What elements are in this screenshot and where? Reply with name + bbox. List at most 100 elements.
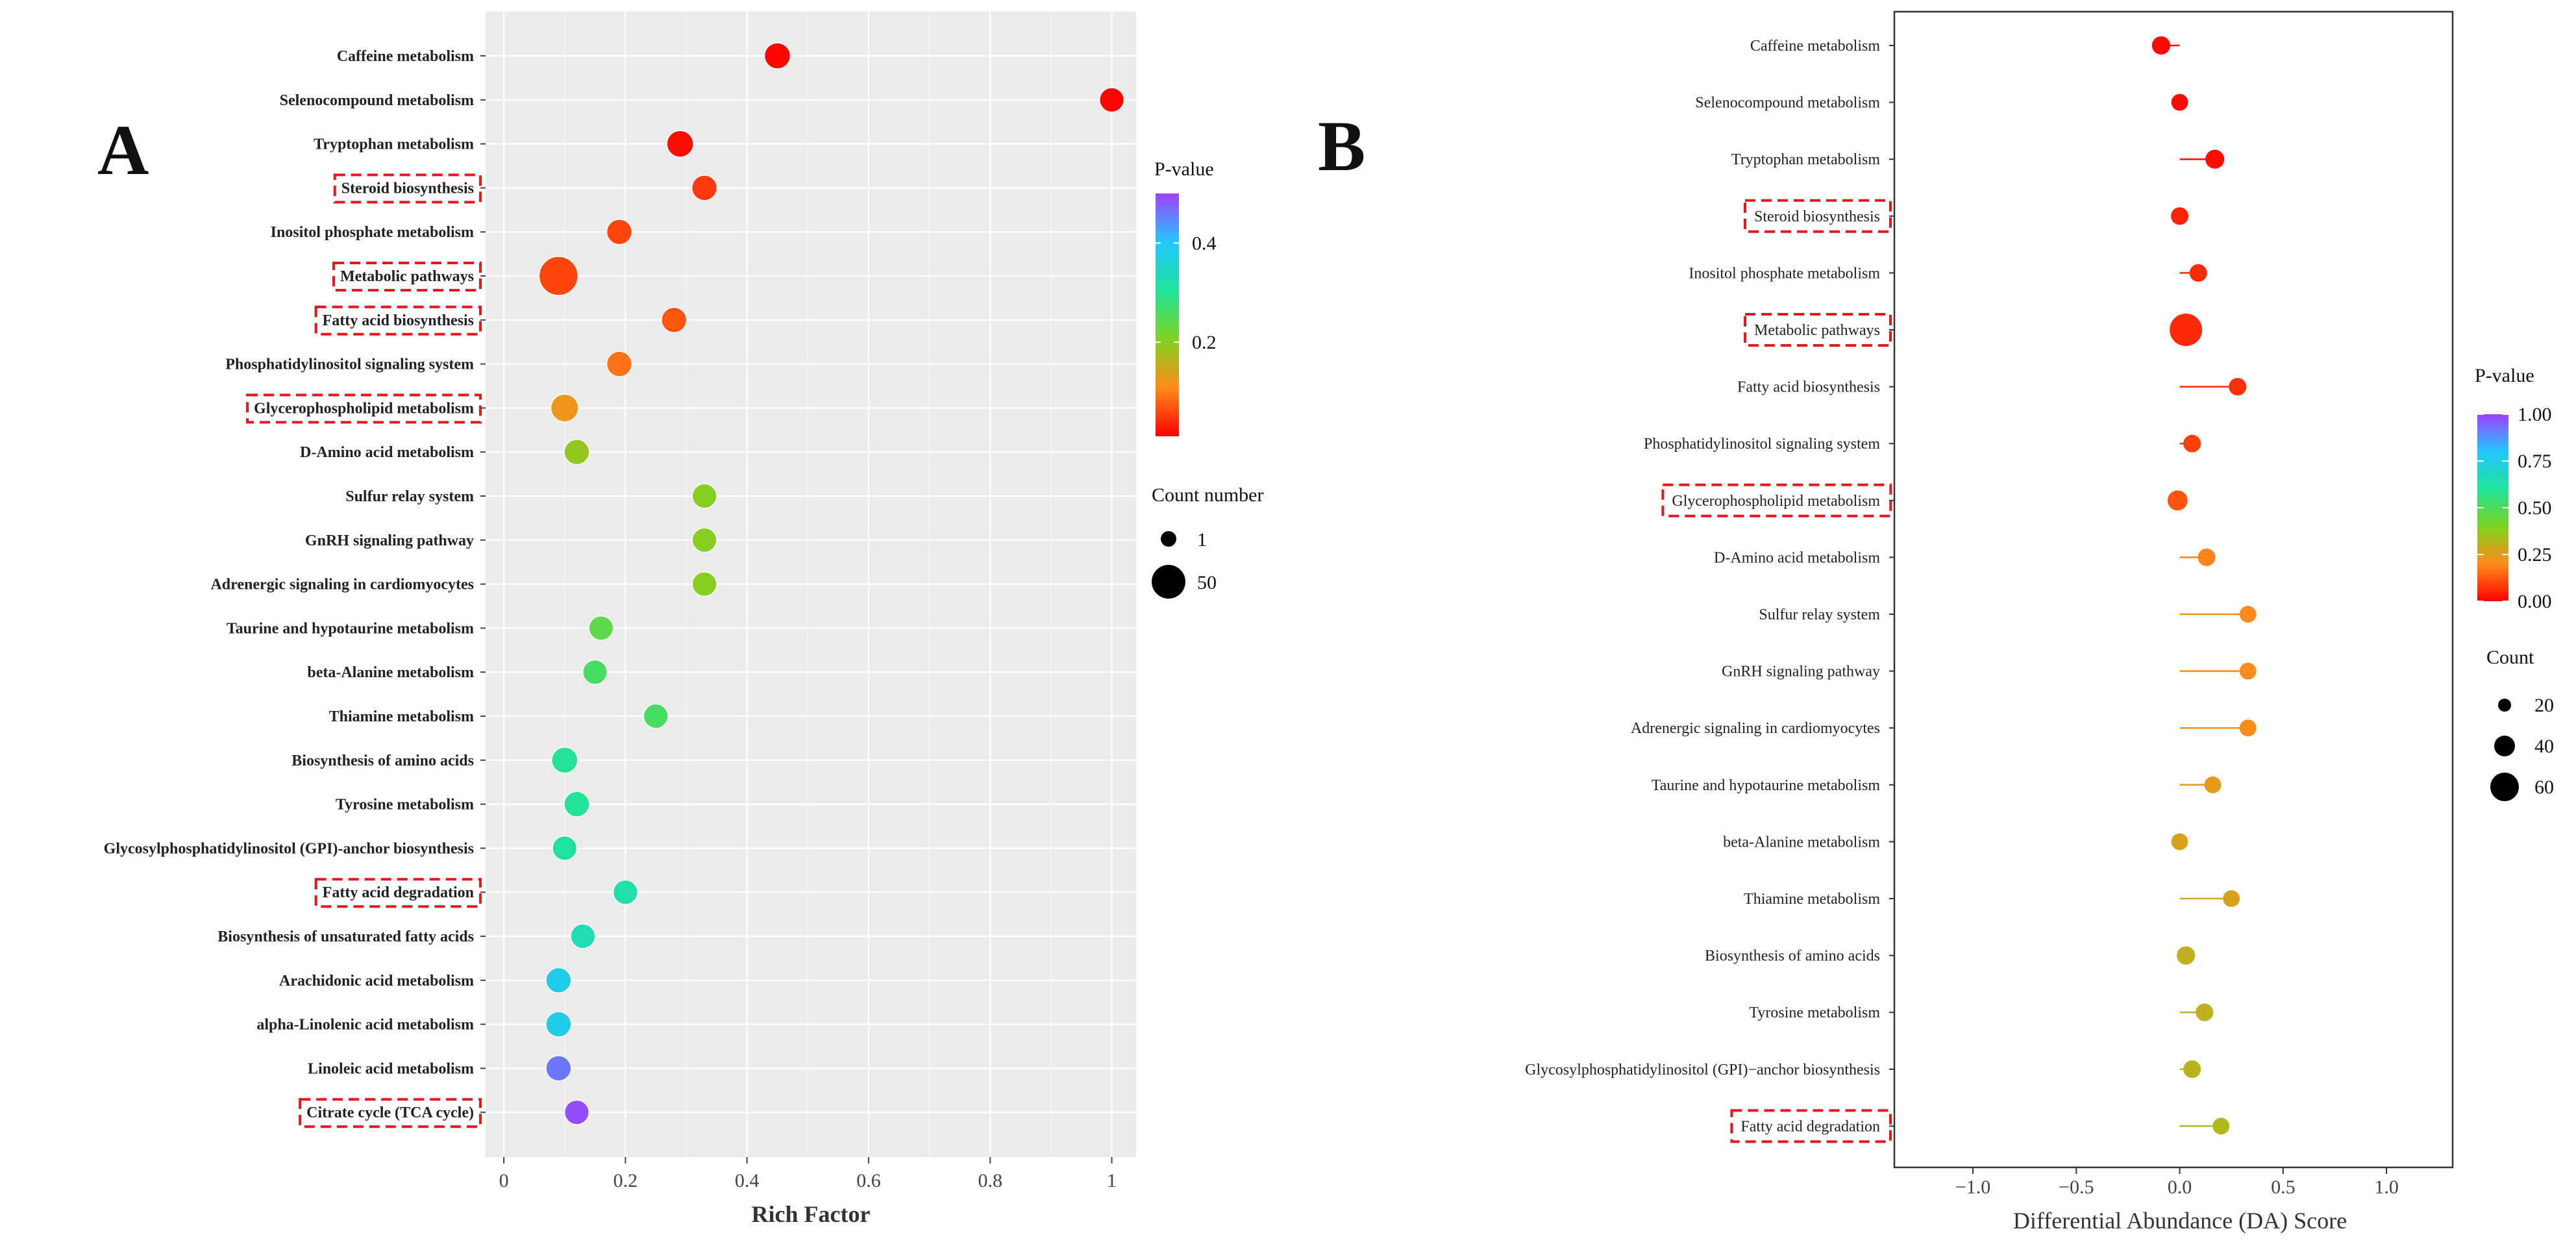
panel-a-category-label: Steroid biosynthesis (341, 180, 474, 197)
panel-a-x-tick-label: 1 (1107, 1170, 1117, 1191)
panel-a-colorbar (1156, 193, 1179, 436)
panel-a-colorbar-tick-label: 0.2 (1192, 332, 1217, 353)
panel-a-point (606, 351, 633, 377)
panel-a-category-label: Citrate cycle (TCA cycle) (306, 1104, 474, 1121)
panel-b-colorbar-tick-label: 0.25 (2518, 544, 2552, 566)
panel-b-category-label: GnRH signaling pathway (1722, 664, 1880, 680)
panel-b: B Caffeine metabolism Selenocompound meta… (1318, 10, 2554, 1234)
panel-b-point (2204, 776, 2222, 793)
panel-a-highlight-box (332, 262, 482, 292)
panel-b-category-label: Glycerophospholipid metabolism (1672, 493, 1880, 510)
panel-a-category-label: alpha-Linolenic acid metabolism (256, 1017, 474, 1034)
panel-a-color-legend: P-value 0.2 0.4 (1154, 158, 1217, 436)
panel-b-category-label: Taurine and hypotaurine metabolism (1652, 777, 1881, 794)
panel-a-point (551, 747, 578, 774)
panel-a-x-ticks: 0 0.2 0.4 0.6 0.8 1 (499, 1157, 1117, 1191)
panel-a-point (643, 703, 669, 729)
panel-a-category-label: Tyrosine metabolism (336, 797, 474, 814)
panel-b-category-label: Biosynthesis of amino acids (1705, 948, 1880, 965)
panel-a-category-label: Biosynthesis of amino acids (291, 753, 474, 769)
panel-b-category-label: Adrenergic signaling in cardiomyocytes (1631, 720, 1880, 737)
panel-b-points (2151, 36, 2257, 1135)
panel-b-color-legend: P-value 0.00 0.25 0.50 0.75 1.00 (2475, 365, 2552, 612)
panel-b-size-legend-dot (2490, 773, 2519, 801)
panel-a-size-legend-keys: 1 50 (1152, 529, 1217, 599)
panel-a-highlight-box (314, 878, 482, 908)
panel-a-category-label: GnRH signaling pathway (305, 532, 474, 549)
panel-a-highlight-box (333, 173, 482, 204)
panel-a-highlight-box (314, 305, 482, 336)
panel-b-category-label: Inositol phosphate metabolism (1689, 265, 1880, 282)
panel-a-point (606, 218, 633, 245)
panel-a-point (545, 1011, 572, 1038)
panel-b-category-label: Metabolic pathways (1754, 322, 1880, 339)
panel-a-highlight-box (299, 1098, 482, 1128)
panel-b-point (2239, 662, 2257, 680)
panel-a-point (666, 130, 694, 158)
panel-b-category-label: Fatty acid degradation (1740, 1118, 1880, 1135)
panel-a-size-legend-dot (1152, 565, 1185, 599)
panel-b-x-ticks: −1.0 −0.5 0.0 0.5 1.0 (1955, 1167, 2399, 1198)
panel-b-size-legend-dot (2498, 699, 2511, 712)
panel-a-size-legend-label: 50 (1197, 572, 1217, 593)
panel-a-category-label: Fatty acid degradation (323, 884, 474, 901)
panel-b-category-label: Steroid biosynthesis (1754, 208, 1880, 225)
panel-b-colorbar-ticks: 0.00 0.25 0.50 0.75 1.00 (2477, 404, 2552, 612)
panel-b-highlight-box (1743, 199, 1892, 233)
panel-b-point (2229, 378, 2247, 396)
panel-b-point (2205, 149, 2225, 169)
panel-a-size-legend-label: 1 (1197, 529, 1207, 551)
panel-a-point (550, 393, 579, 423)
panel-b-point (2177, 946, 2196, 965)
panel-a-category-label: Arachidonic acid metabolism (279, 973, 474, 989)
panel-b-size-legend-title: Count (2486, 647, 2534, 668)
panel-b-point (2223, 890, 2240, 907)
panel-a-point (582, 659, 608, 685)
panel-b-size-legend-label: 60 (2534, 777, 2554, 798)
panel-a-x-tick-label: 0.6 (856, 1170, 881, 1191)
panel-b-category-label: Tryptophan metabolism (1731, 151, 1880, 168)
panel-a-category-label: Biosynthesis of unsaturated fatty acids (217, 928, 474, 945)
panel-a-point (570, 923, 596, 949)
panel-a-highlight-boxes (246, 173, 482, 1128)
panel-b-category-label: Sulfur relay system (1759, 606, 1880, 623)
panel-a-point (545, 1055, 572, 1082)
panel-a-category-label: Metabolic pathways (340, 268, 474, 285)
panel-a-point (691, 175, 718, 201)
panel-a-point (691, 527, 717, 553)
panel-a-point (545, 967, 572, 994)
panel-a-points (538, 42, 1125, 1125)
panel-a-category-label: Thiamine metabolism (329, 708, 474, 725)
panel-b-colorbar-tick-label: 0.75 (2518, 451, 2552, 472)
panel-b-colorbar-tick-label: 0.00 (2518, 591, 2552, 612)
panel-a-category-label: Glycerophospholipid metabolism (254, 400, 474, 417)
panel-b-point (2198, 548, 2216, 566)
panel-a-category-label: Selenocompound metabolism (280, 92, 474, 109)
panel-b-colorbar-tick-label: 1.00 (2518, 404, 2552, 425)
panel-a-point (564, 438, 590, 466)
panel-a-size-legend-dot (1161, 531, 1176, 547)
panel-a-gridlines (486, 12, 1136, 1157)
panel-b-highlight-boxes (1661, 199, 1892, 1143)
panel-a-point (552, 835, 578, 861)
panel-b-highlight-box (1744, 313, 1892, 347)
panel-a-category-label: Sulfur relay system (345, 488, 474, 505)
panel-b-category-label: Glycosylphosphatidylinositol (GPI)−ancho… (1525, 1062, 1880, 1078)
panel-a-category-label: Tryptophan metabolism (314, 136, 474, 153)
panel-b-point (2239, 719, 2257, 737)
panel-b-point (2171, 833, 2188, 851)
panel-a-point (612, 879, 638, 905)
panel-a-category-label: beta-Alanine metabolism (307, 664, 474, 681)
panel-b-point (2212, 1117, 2230, 1135)
panel-b-category-label: Fatty acid biosynthesis (1737, 379, 1880, 396)
panel-b-point (2151, 36, 2170, 55)
panel-b-category-label: beta-Alanine metabolism (1723, 834, 1880, 851)
panel-b-letter: B (1318, 106, 1365, 186)
panel-b-point (2170, 314, 2203, 346)
panel-a-size-legend: Count number 1 50 (1152, 484, 1264, 599)
panel-a-category-label: Taurine and hypotaurine metabolism (227, 620, 474, 637)
panel-b-plot-frame (1893, 10, 2454, 1169)
panel-a-x-axis-title: Rich Factor (752, 1201, 871, 1227)
panel-b-category-label: Thiamine metabolism (1744, 891, 1880, 908)
